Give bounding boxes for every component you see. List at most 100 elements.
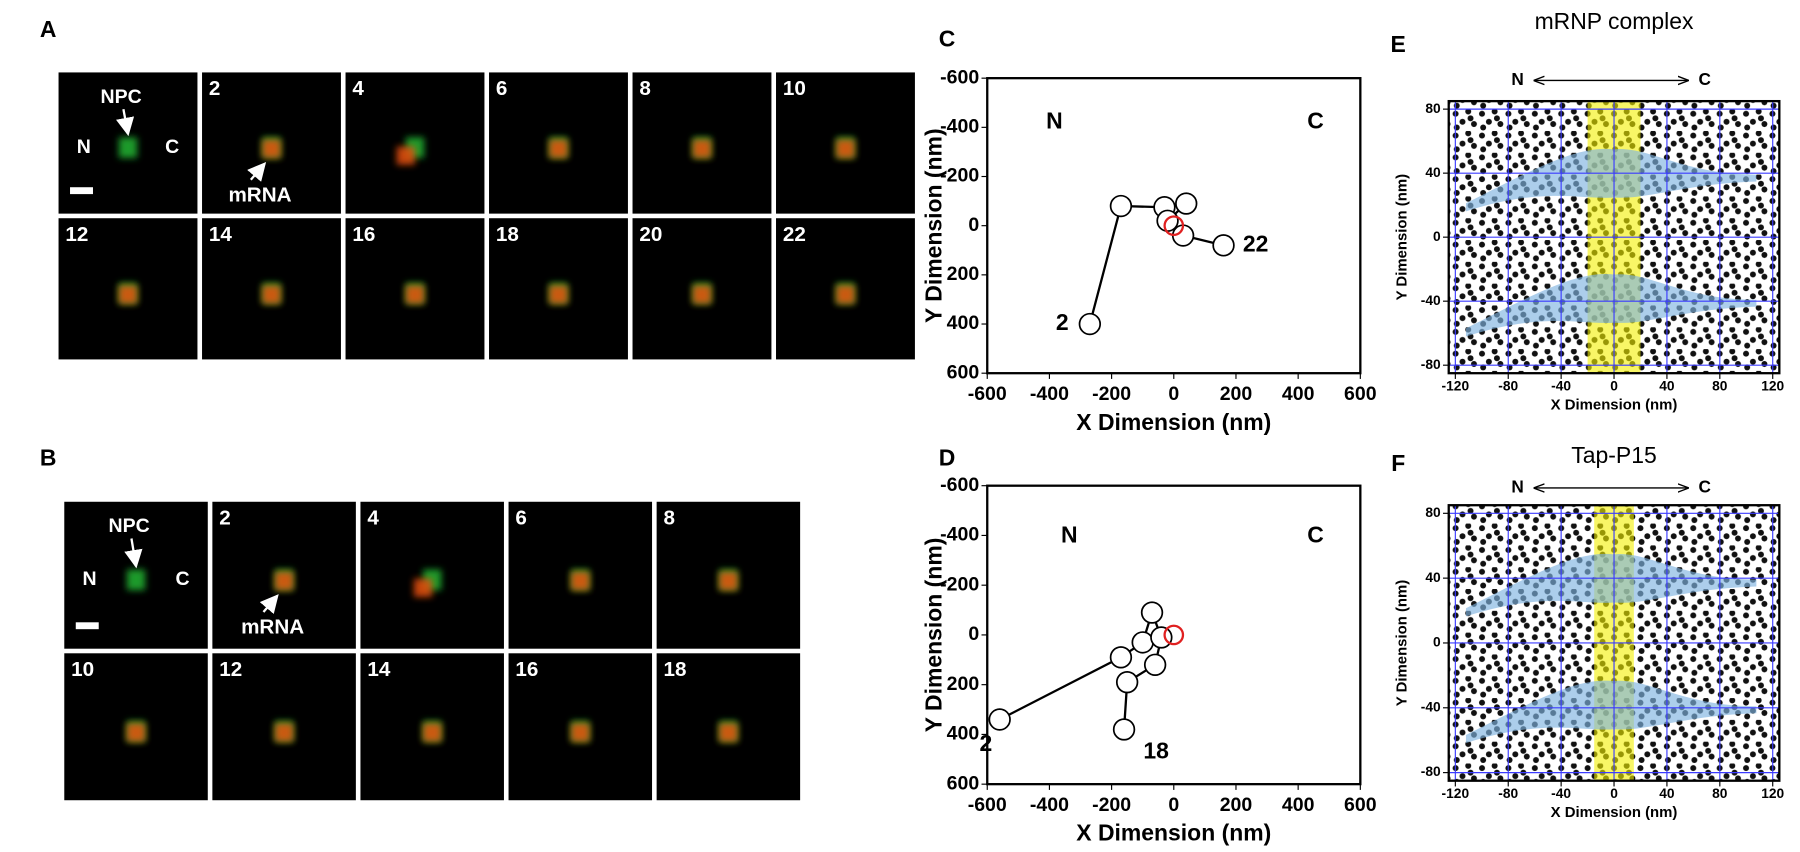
x-tick-label: -400 [1030, 794, 1069, 816]
frame-number: 10 [71, 658, 94, 681]
frame-number: 12 [65, 223, 88, 246]
n-label: N [1511, 477, 1523, 497]
panel-label: C [939, 25, 956, 51]
x-tick-label: 200 [1220, 794, 1253, 816]
red-spot [423, 723, 442, 742]
pore-shape [1465, 553, 1757, 617]
y-tick-label: 80 [1425, 101, 1441, 116]
x-axis-label: X Dimension (nm) [1076, 409, 1271, 435]
y-tick-label: 200 [947, 263, 980, 285]
x-tick-label: 40 [1659, 786, 1675, 801]
y-tick-label: 80 [1425, 505, 1441, 520]
x-tick-label: 120 [1761, 786, 1784, 801]
red-spot [274, 571, 294, 591]
y-axis-label: Y Dimension (nm) [1394, 580, 1411, 706]
green-spot [118, 137, 138, 158]
mrna-arrow [259, 594, 279, 615]
frame-number: 22 [783, 223, 806, 246]
n-label: N [77, 136, 91, 158]
scale-bar [70, 187, 93, 195]
x-tick-label: -40 [1551, 379, 1571, 394]
annotation: N [1046, 107, 1063, 133]
x-tick-label: -200 [1092, 794, 1131, 816]
trajectory-point [988, 708, 1011, 731]
panel-label: E [1391, 31, 1406, 57]
frame-number: 16 [352, 223, 375, 246]
green-spot [126, 569, 146, 591]
scale-bar [75, 622, 99, 630]
red-spot [836, 285, 855, 304]
x-tick-label: -200 [1092, 383, 1131, 405]
x-tick-label: 400 [1282, 383, 1315, 405]
npc-arrow [124, 538, 143, 569]
x-tick-label: 80 [1712, 379, 1728, 394]
y-tick-label: 0 [1433, 635, 1441, 650]
x-tick-label: -40 [1551, 786, 1571, 801]
frame-number: 2 [219, 506, 231, 529]
red-spot [692, 139, 712, 158]
c-label: C [1699, 477, 1711, 497]
y-axis-label: Y Dimension (nm) [921, 538, 947, 733]
x-axis-label: X Dimension (nm) [1076, 820, 1271, 846]
frame-number: 4 [367, 506, 379, 529]
x-tick-label: 600 [1344, 383, 1377, 405]
mrna-label: mRNA [241, 615, 304, 638]
y-tick-label: 0 [968, 214, 979, 236]
y-tick-label: -400 [940, 115, 979, 137]
trajectory-point [1150, 626, 1173, 649]
x-tick-label: 0 [1168, 794, 1179, 816]
npc-label: NPC [109, 515, 150, 537]
red-spot [549, 139, 568, 158]
frame-number: 12 [219, 658, 242, 681]
y-axis-label: Y Dimension (nm) [921, 128, 947, 323]
frame-number: 14 [367, 658, 390, 681]
red-spot [262, 285, 281, 304]
x-tick-label: 400 [1282, 794, 1315, 816]
x-tick-label: 0 [1610, 786, 1618, 801]
red-spot [692, 285, 712, 304]
x-tick-label: 40 [1659, 379, 1675, 394]
x-tick-label: -400 [1030, 383, 1069, 405]
x-tick-label: 600 [1344, 794, 1377, 816]
y-tick-label: -400 [940, 524, 979, 546]
trajectory-point [1109, 646, 1133, 669]
red-spot [396, 146, 415, 165]
frame-number: 8 [639, 77, 651, 100]
x-axis-label: X Dimension (nm) [1551, 396, 1678, 413]
y-tick-label: -200 [940, 573, 979, 595]
npc-center [1163, 624, 1185, 646]
red-spot [719, 723, 738, 742]
trajectory-point [1115, 670, 1139, 694]
y-tick-label: -200 [940, 165, 979, 187]
red-spot [274, 723, 294, 742]
mrna-label: mRNA [228, 183, 291, 206]
c-label: C [1699, 69, 1711, 89]
x-tick-label: -600 [968, 383, 1007, 405]
y-tick-label: 0 [968, 623, 979, 645]
y-tick-label: -600 [940, 474, 979, 496]
x-tick-label: 120 [1761, 379, 1784, 394]
y-tick-label: -80 [1421, 357, 1441, 372]
annotation: 22 [1243, 230, 1269, 256]
red-spot [719, 571, 738, 591]
red-spot [571, 723, 590, 742]
red-spot [549, 285, 568, 304]
annotation: C [1307, 107, 1324, 133]
annotation: 18 [1143, 737, 1169, 763]
frame-number: 18 [664, 658, 687, 681]
y-tick-label: 400 [947, 723, 980, 745]
trajectory-point [1143, 653, 1167, 676]
mrna-arrow [247, 161, 267, 182]
trajectory-point [1109, 194, 1133, 218]
panel-label: F [1391, 450, 1405, 476]
annotation: 2 [1056, 309, 1069, 335]
red-spot [413, 578, 433, 598]
npc-center [1163, 215, 1185, 237]
red-spot [405, 285, 425, 304]
panel-label: D [939, 444, 956, 470]
red-spot [126, 723, 146, 742]
y-tick-label: -80 [1421, 764, 1441, 779]
pore-shape [1465, 274, 1757, 337]
x-axis-label: X Dimension (nm) [1551, 804, 1678, 821]
npc-label: NPC [101, 86, 142, 108]
